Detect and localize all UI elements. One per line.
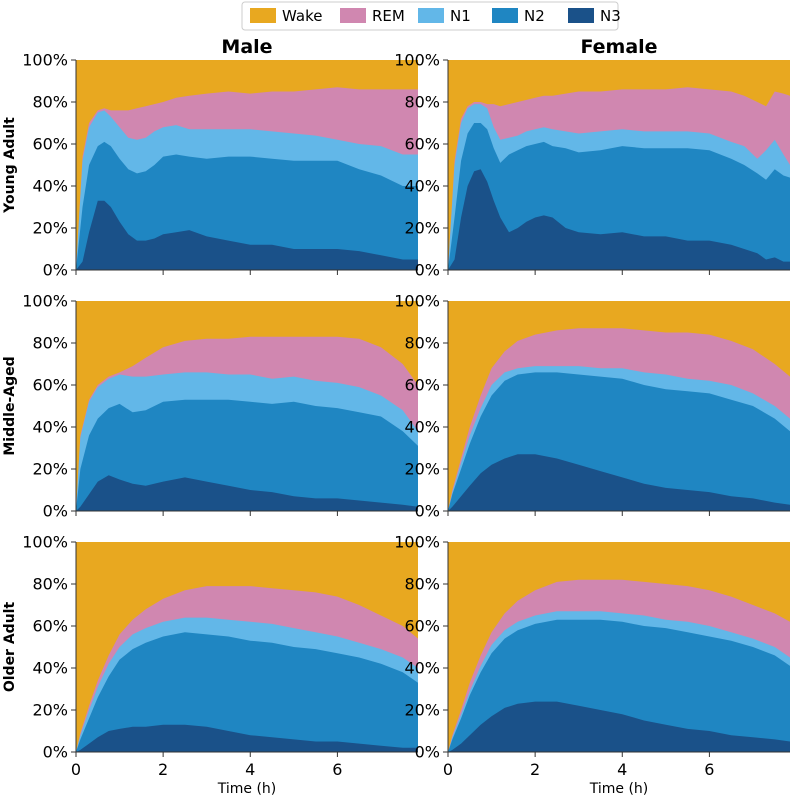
x-tick-label: 6: [704, 760, 714, 779]
panel-older-adult-female: 0% 20% 40% 60% 80% 100% 0 2 4 6 Time (h): [394, 533, 790, 797]
y-tick-label: 100%: [394, 51, 440, 70]
y-tick-label: 80%: [404, 93, 440, 112]
y-tick-label: 80%: [404, 575, 440, 594]
x-tick-label: 2: [158, 760, 168, 779]
x-tick-label: 0: [71, 760, 81, 779]
y-tick-label: 0%: [43, 743, 68, 762]
y-tick-label: 0%: [415, 502, 440, 521]
y-tick-label: 100%: [22, 292, 68, 311]
area-n3: [448, 701, 790, 752]
area-n3: [448, 454, 790, 511]
x-axis-title: Time (h): [589, 781, 649, 797]
area-n3: [76, 475, 418, 511]
y-tick-label: 20%: [404, 460, 440, 479]
y-tick-label: 80%: [32, 93, 68, 112]
y-tick-label: 60%: [32, 376, 68, 395]
y-tick-label: 20%: [404, 701, 440, 720]
y-tick-label: 20%: [32, 701, 68, 720]
row-title-middle-aged: Middle-Aged: [2, 356, 18, 455]
y-tick-label: 40%: [404, 659, 440, 678]
y-tick-label: 20%: [32, 219, 68, 238]
y-tick-label: 0%: [415, 261, 440, 280]
y-tick-label: 60%: [404, 617, 440, 636]
panel-middle-aged-female: 0% 20% 40% 60% 80% 100%: [394, 292, 790, 521]
x-tick-label: 6: [332, 760, 342, 779]
column-title-male: Male: [221, 36, 272, 58]
y-tick-label: 60%: [32, 617, 68, 636]
panel-older-adult-male: 0% 20% 40% 60% 80% 100% 0 2 4 6 Time (h): [22, 533, 418, 797]
y-tick-label: 40%: [404, 177, 440, 196]
y-tick-label: 60%: [404, 135, 440, 154]
area-n2: [76, 632, 418, 752]
legend-label-n1: N1: [450, 7, 471, 25]
panels: Male Female Young Adult Middle-Aged Older Ad…: [2, 36, 790, 797]
y-tick-label: 0%: [43, 261, 68, 280]
legend-swatch-n1: [418, 8, 444, 23]
y-tick-label: 60%: [32, 135, 68, 154]
y-tick-label: 40%: [404, 418, 440, 437]
y-tick-label: 60%: [404, 376, 440, 395]
legend-label-n3: N3: [600, 7, 621, 25]
column-title-female: Female: [580, 36, 657, 58]
area-n3: [76, 200, 418, 270]
panel-middle-aged-male: 0% 20% 40% 60% 80% 100%: [22, 292, 418, 521]
panel-young-adult-male: 0% 20% 40% 60% 80% 100%: [22, 51, 418, 280]
y-tick-label: 20%: [404, 219, 440, 238]
y-tick-label: 80%: [32, 334, 68, 353]
y-tick-label: 100%: [394, 292, 440, 311]
panel-young-adult-female: 0% 20% 40% 60% 80% 100%: [394, 51, 790, 280]
legend-label-n2: N2: [524, 7, 545, 25]
y-tick-label: 40%: [32, 177, 68, 196]
x-axis-title: Time (h): [217, 781, 277, 797]
y-tick-label: 80%: [404, 334, 440, 353]
legend: Wake REM N1 N2 N3: [241, 1, 621, 31]
row-title-young-adult: Young Adult: [2, 117, 18, 214]
y-tick-label: 80%: [32, 575, 68, 594]
area-n3: [76, 724, 418, 752]
x-tick-label: 2: [530, 760, 540, 779]
legend-swatch-wake: [250, 8, 276, 23]
x-tick-label: 4: [617, 760, 627, 779]
legend-swatch-n2: [492, 8, 518, 23]
y-tick-label: 40%: [32, 418, 68, 437]
legend-label-wake: Wake: [282, 7, 322, 25]
y-tick-label: 0%: [415, 743, 440, 762]
y-tick-label: 100%: [22, 533, 68, 552]
y-tick-label: 0%: [43, 502, 68, 521]
y-tick-label: 20%: [32, 460, 68, 479]
y-tick-label: 100%: [22, 51, 68, 70]
area-n3: [448, 169, 790, 270]
row-title-older-adult: Older Adult: [2, 602, 18, 693]
legend-swatch-n3: [568, 8, 594, 23]
x-tick-label: 4: [245, 760, 255, 779]
x-tick-label: 0: [443, 760, 453, 779]
y-tick-label: 100%: [394, 533, 440, 552]
y-tick-label: 40%: [32, 659, 68, 678]
legend-swatch-rem: [340, 8, 366, 23]
legend-label-rem: REM: [372, 7, 405, 25]
